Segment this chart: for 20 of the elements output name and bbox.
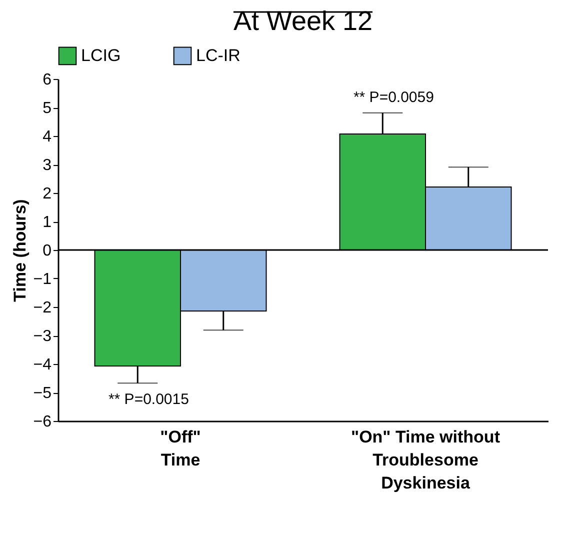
y-tick-label: 4 [42,128,52,146]
y-tick-label: −3 [33,328,52,345]
y-tick-label: −5 [33,385,52,402]
y-tick-label: 1 [42,214,52,231]
x-tick-label: "On" Time without Troublesome Dyskinesia [351,428,500,492]
y-tick-label: −6 [33,414,52,430]
y-axis-title: Time (hours) [10,199,30,302]
legend-label: LC-IR [196,46,240,65]
y-tick-label: 2 [42,186,52,202]
legend-label: LCIG [81,46,121,65]
y-tick-label: −1 [33,271,52,288]
y-tick-label: 5 [42,100,52,117]
y-tick-label: 0 [42,242,52,260]
annotation: ** P=0.0059 [353,88,434,106]
annotation: ** P=0.0015 [108,391,189,408]
y-tick-label: 6 [42,72,52,88]
y-tick-label: −2 [33,300,52,316]
x-tick-label: "Off" Time [160,428,201,470]
y-tick-label: 3 [42,157,52,174]
y-tick-label: −4 [33,356,52,374]
